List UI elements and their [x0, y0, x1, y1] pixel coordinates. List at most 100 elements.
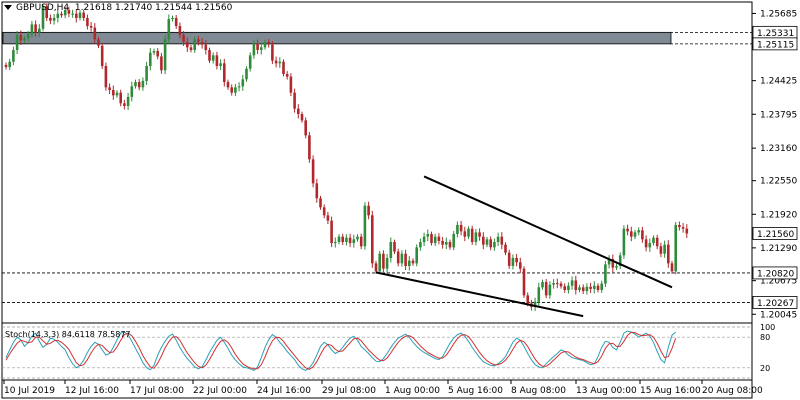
resistance-high-marker-label: 1.25331 [757, 29, 794, 39]
stoch-level-label: 20 [760, 364, 770, 373]
candle [630, 226, 633, 242]
candle [544, 279, 548, 299]
candle [182, 31, 185, 46]
chart-frame [1, 1, 753, 399]
candle-body [637, 230, 640, 233]
candle [348, 233, 352, 248]
candle [445, 237, 448, 250]
candle-body [256, 43, 259, 50]
resistance-zone [2, 31, 672, 45]
candle [604, 260, 607, 288]
candle-body [200, 42, 204, 45]
candle-body [626, 228, 629, 232]
candle-body [678, 224, 681, 228]
time-tick-label: 15 Aug 16:00 [640, 386, 701, 396]
candle [618, 252, 622, 269]
candle-body [38, 28, 41, 33]
candle-body [422, 236, 426, 242]
candle-body [630, 231, 633, 237]
candle [134, 79, 137, 89]
candle [570, 276, 574, 290]
candle [108, 83, 111, 94]
candle [489, 236, 492, 251]
candle [19, 30, 23, 45]
candle-body [311, 159, 315, 184]
current-price-marker-label: 1.21560 [757, 230, 794, 240]
candle [482, 232, 485, 250]
candle [393, 239, 396, 254]
candle-body [352, 239, 356, 244]
candle [149, 48, 152, 71]
current-price-marker: 1.21560 [752, 227, 798, 240]
candle-body [241, 79, 245, 87]
candle [41, 3, 45, 32]
candle [174, 15, 178, 29]
candle-body [278, 61, 282, 64]
candle [52, 14, 56, 25]
candle-body [522, 268, 526, 296]
candle [574, 275, 578, 295]
candle-body [308, 135, 311, 160]
candle [533, 297, 537, 312]
candle-body [504, 244, 507, 253]
candle-body [515, 258, 518, 263]
candle-body [618, 255, 622, 266]
candle-body [60, 13, 63, 16]
candle-body [4, 64, 8, 68]
candle-body [86, 18, 89, 26]
candle-body [237, 86, 241, 88]
candle-body [141, 80, 145, 88]
candle [15, 31, 19, 54]
candle-body [137, 82, 141, 88]
collapse-arrow-icon[interactable] [4, 5, 12, 10]
candle [208, 47, 211, 64]
candle [648, 238, 652, 252]
candle-body [596, 285, 600, 290]
candle-body [478, 232, 481, 237]
candle [404, 249, 407, 270]
candle-body [156, 51, 159, 57]
candle-body [149, 52, 152, 66]
candle [267, 39, 270, 48]
candle-body [533, 301, 537, 308]
candle [422, 232, 426, 246]
candle-body [385, 258, 389, 269]
candle-body [433, 236, 437, 244]
candle [437, 233, 441, 245]
candle [389, 237, 393, 263]
candle [215, 51, 219, 70]
candle-body [41, 6, 45, 29]
candle-body [285, 74, 289, 77]
candle-body [245, 68, 248, 80]
candle-body [208, 50, 211, 61]
candle [652, 235, 655, 246]
candle-body [45, 6, 48, 18]
candle-body [174, 18, 178, 26]
candle-body [230, 87, 233, 93]
candle [567, 282, 570, 294]
candle-body [8, 61, 11, 68]
support-marker-2-box [752, 296, 798, 309]
candle-body [119, 92, 122, 104]
candle-body [615, 266, 618, 268]
candle [633, 230, 637, 240]
candle [63, 7, 67, 19]
candle-body [12, 50, 15, 62]
candle [585, 283, 589, 295]
candle-body [456, 224, 459, 234]
price-tick-label: 1.23795 [760, 110, 797, 120]
candle [496, 232, 500, 246]
candle [104, 62, 108, 91]
candle [415, 244, 418, 267]
candle-body [160, 56, 163, 71]
candle-body [622, 228, 626, 256]
candle-body [82, 12, 85, 18]
candle-body [578, 287, 581, 290]
candle-body [186, 42, 189, 48]
candle-body [526, 295, 529, 304]
time-tick-label: 8 Aug 08:00 [511, 386, 566, 396]
candle-body [537, 287, 541, 302]
candle [126, 92, 130, 110]
candle [160, 52, 163, 74]
